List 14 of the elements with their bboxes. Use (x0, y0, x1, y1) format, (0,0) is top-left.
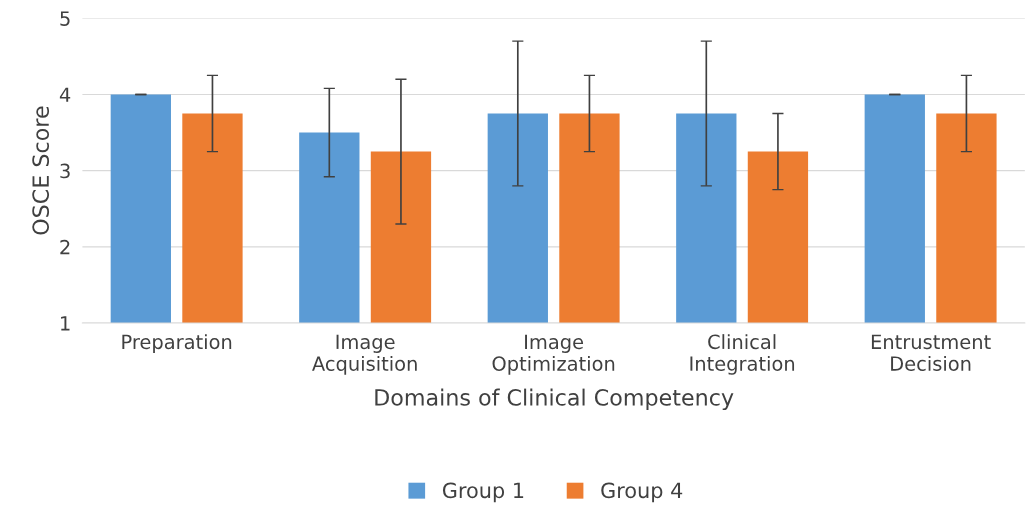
y-tick-label: 1 (61, 316, 70, 331)
x-tick-label: Image Acquisition (312, 334, 417, 375)
x-tick-label: Preparation (122, 334, 232, 353)
y-tick-label: 4 (59, 87, 71, 102)
x-axis-title: Domains of Clinical Competency (375, 388, 734, 411)
legend-label: Group 4 (601, 482, 683, 503)
y-tick-label: 3 (60, 163, 70, 179)
x-tick-label: Image Optimization (492, 334, 615, 375)
x-tick-label: Entrustment Decision (871, 334, 991, 371)
y-tick-label: 5 (60, 11, 70, 26)
x-tick-label: Clinical Integration (690, 334, 795, 375)
y-tick-label: 2 (60, 239, 70, 255)
legend-label: Group 1 (442, 482, 524, 503)
y-axis-title: OSCE Score (32, 106, 50, 235)
